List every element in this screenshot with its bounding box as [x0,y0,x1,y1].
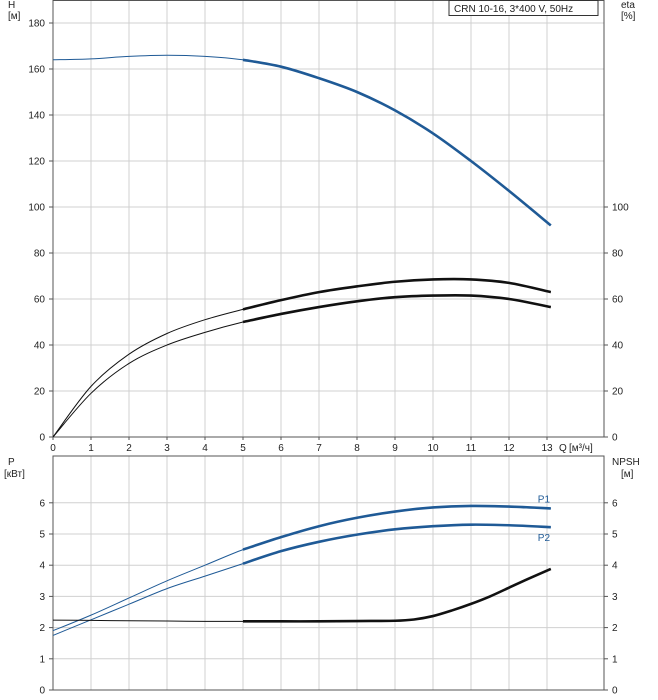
y-tick-label-left: 60 [34,295,46,306]
power-npsh-series-2-duty-range [243,567,552,623]
power-npsh-panel: 0 1 2 3 4 5 6 0 1 2 3 4 5 6 P [кВт] NPSH [м] P1 P2 [4,455,640,697]
power-axis-unit: [кВт] [4,469,25,480]
head-efficiency-grid [53,0,604,437]
y-tick-label-right: 20 [612,387,624,398]
y-tick-label-left: 120 [28,157,45,168]
x-tick-label: 8 [354,443,360,454]
y-tick-label-right: 60 [612,295,624,306]
efficiency-axis-symbol: eta [621,0,635,11]
x-tick-label: 7 [316,443,322,454]
y-tick-label-left: 100 [28,203,45,214]
y-tick-label-left: 180 [28,19,45,30]
y-tick-label-left: 1 [39,654,45,665]
head-efficiency-series-2-duty-range [242,293,552,324]
head-efficiency-series-1-duty-range [242,277,552,311]
y-tick-label-right: 3 [612,592,618,603]
x-tick-label: 13 [541,443,553,454]
y-tick-label-left: 0 [39,686,45,697]
power-npsh-series-1-full [52,524,551,636]
y-tick-label-left: 40 [34,341,46,352]
y-tick-label-right: 1 [612,654,618,665]
y-tick-label-left: 2 [39,623,45,634]
power-npsh-grid [53,456,604,690]
head-axis-unit: [м] [8,11,21,22]
y-tick-label-right: 0 [612,686,618,697]
power-axis-symbol: P [8,457,15,468]
x-tick-label: 11 [466,443,477,454]
y-tick-label-left: 0 [39,433,45,444]
x-tick-label: 1 [88,443,94,454]
x-tick-label: 2 [126,443,132,454]
head-efficiency-series-2-full [52,294,551,438]
x-tick-label: 12 [503,443,515,454]
head-efficiency-series-1-full [52,278,551,438]
y-tick-label-right: 6 [612,498,618,509]
x-tick-label: 3 [164,443,170,454]
flow-axis-symbol: Q [559,443,567,454]
power-npsh-ticks: 0 1 2 3 4 5 6 0 1 2 3 4 5 6 [39,498,618,696]
npsh-axis-symbol: NPSH [612,457,640,468]
y-tick-label-right: 0 [612,433,618,444]
power-npsh-series-1-duty-range [242,523,551,565]
y-tick-label-left: 80 [34,249,46,260]
head-efficiency-frame [52,0,605,438]
head-efficiency-series-0-full [52,54,552,226]
head-efficiency-series-0-duty-range [242,58,552,227]
power-npsh-series [52,504,552,636]
x-tick-label: 10 [427,443,439,454]
y-tick-label-left: 6 [39,498,45,509]
efficiency-axis-unit: [%] [621,11,636,22]
x-tick-label: 4 [202,443,208,454]
p2-series-label: P2 [538,533,551,544]
y-tick-label-left: 4 [39,561,45,572]
y-tick-label-right: 2 [612,623,618,634]
y-tick-label-right: 4 [612,561,618,572]
head-axis-symbol: H [8,0,15,11]
power-npsh-series-0-duty-range [242,504,551,551]
y-tick-label-right: 40 [612,341,624,352]
y-tick-label-right: 5 [612,530,618,541]
npsh-axis-unit: [м] [621,469,634,480]
p1-series-label: P1 [538,494,551,505]
y-tick-label-left: 20 [34,387,46,398]
y-tick-label-right: 100 [612,203,629,214]
power-npsh-series-2-full [52,568,552,622]
x-tick-label: 9 [392,443,398,454]
chart-title: CRN 10-16, 3*400 V, 50Hz [454,4,573,15]
x-tick-label: 5 [240,443,246,454]
head-efficiency-series [52,54,552,438]
flow-axis-unit: [м³/ч] [569,443,593,454]
y-tick-label-left: 160 [28,65,45,76]
x-tick-label: 6 [278,443,284,454]
y-tick-label-left: 5 [39,530,45,541]
x-tick-label: 0 [50,443,56,454]
power-npsh-frame [52,455,605,691]
y-tick-label-right: 80 [612,249,624,260]
y-tick-label-left: 140 [28,111,45,122]
y-tick-label-left: 3 [39,592,45,603]
chart-title-box [448,0,599,16]
